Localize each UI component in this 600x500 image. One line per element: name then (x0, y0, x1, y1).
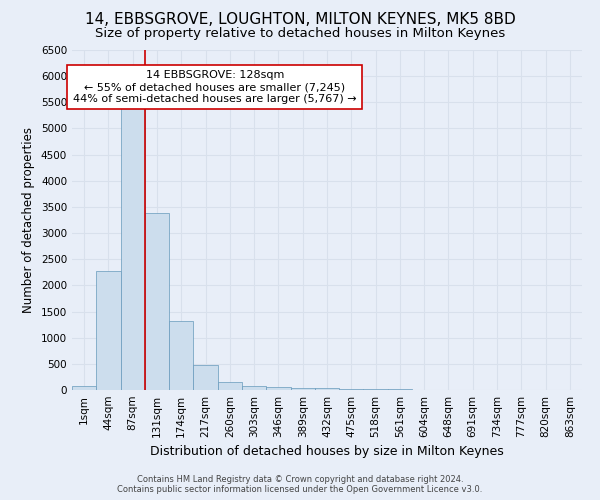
Bar (218, 382, 242, 390)
Text: 14, EBBSGROVE, LOUGHTON, MILTON KEYNES, MK5 8BD: 14, EBBSGROVE, LOUGHTON, MILTON KEYNES, … (85, 12, 515, 28)
Text: 14 EBBSGROVE: 128sqm
← 55% of detached houses are smaller (7,245)
44% of semi-de: 14 EBBSGROVE: 128sqm ← 55% of detached h… (73, 70, 356, 104)
Text: Contains HM Land Registry data © Crown copyright and database right 2024.
Contai: Contains HM Land Registry data © Crown c… (118, 474, 482, 494)
Bar (364, 389, 388, 390)
Bar (145, 213, 169, 390)
Bar (242, 386, 266, 390)
Bar (290, 388, 315, 390)
Bar (266, 387, 290, 390)
Bar (315, 388, 339, 390)
Bar (96, 270, 121, 390)
Bar (169, 322, 193, 390)
X-axis label: Distribution of detached houses by size in Milton Keynes: Distribution of detached houses by size … (150, 446, 504, 458)
Bar (72, 386, 96, 390)
Bar (193, 365, 218, 390)
Bar (339, 389, 364, 390)
Bar (121, 106, 145, 390)
Y-axis label: Number of detached properties: Number of detached properties (22, 127, 35, 313)
Text: Size of property relative to detached houses in Milton Keynes: Size of property relative to detached ho… (95, 28, 505, 40)
